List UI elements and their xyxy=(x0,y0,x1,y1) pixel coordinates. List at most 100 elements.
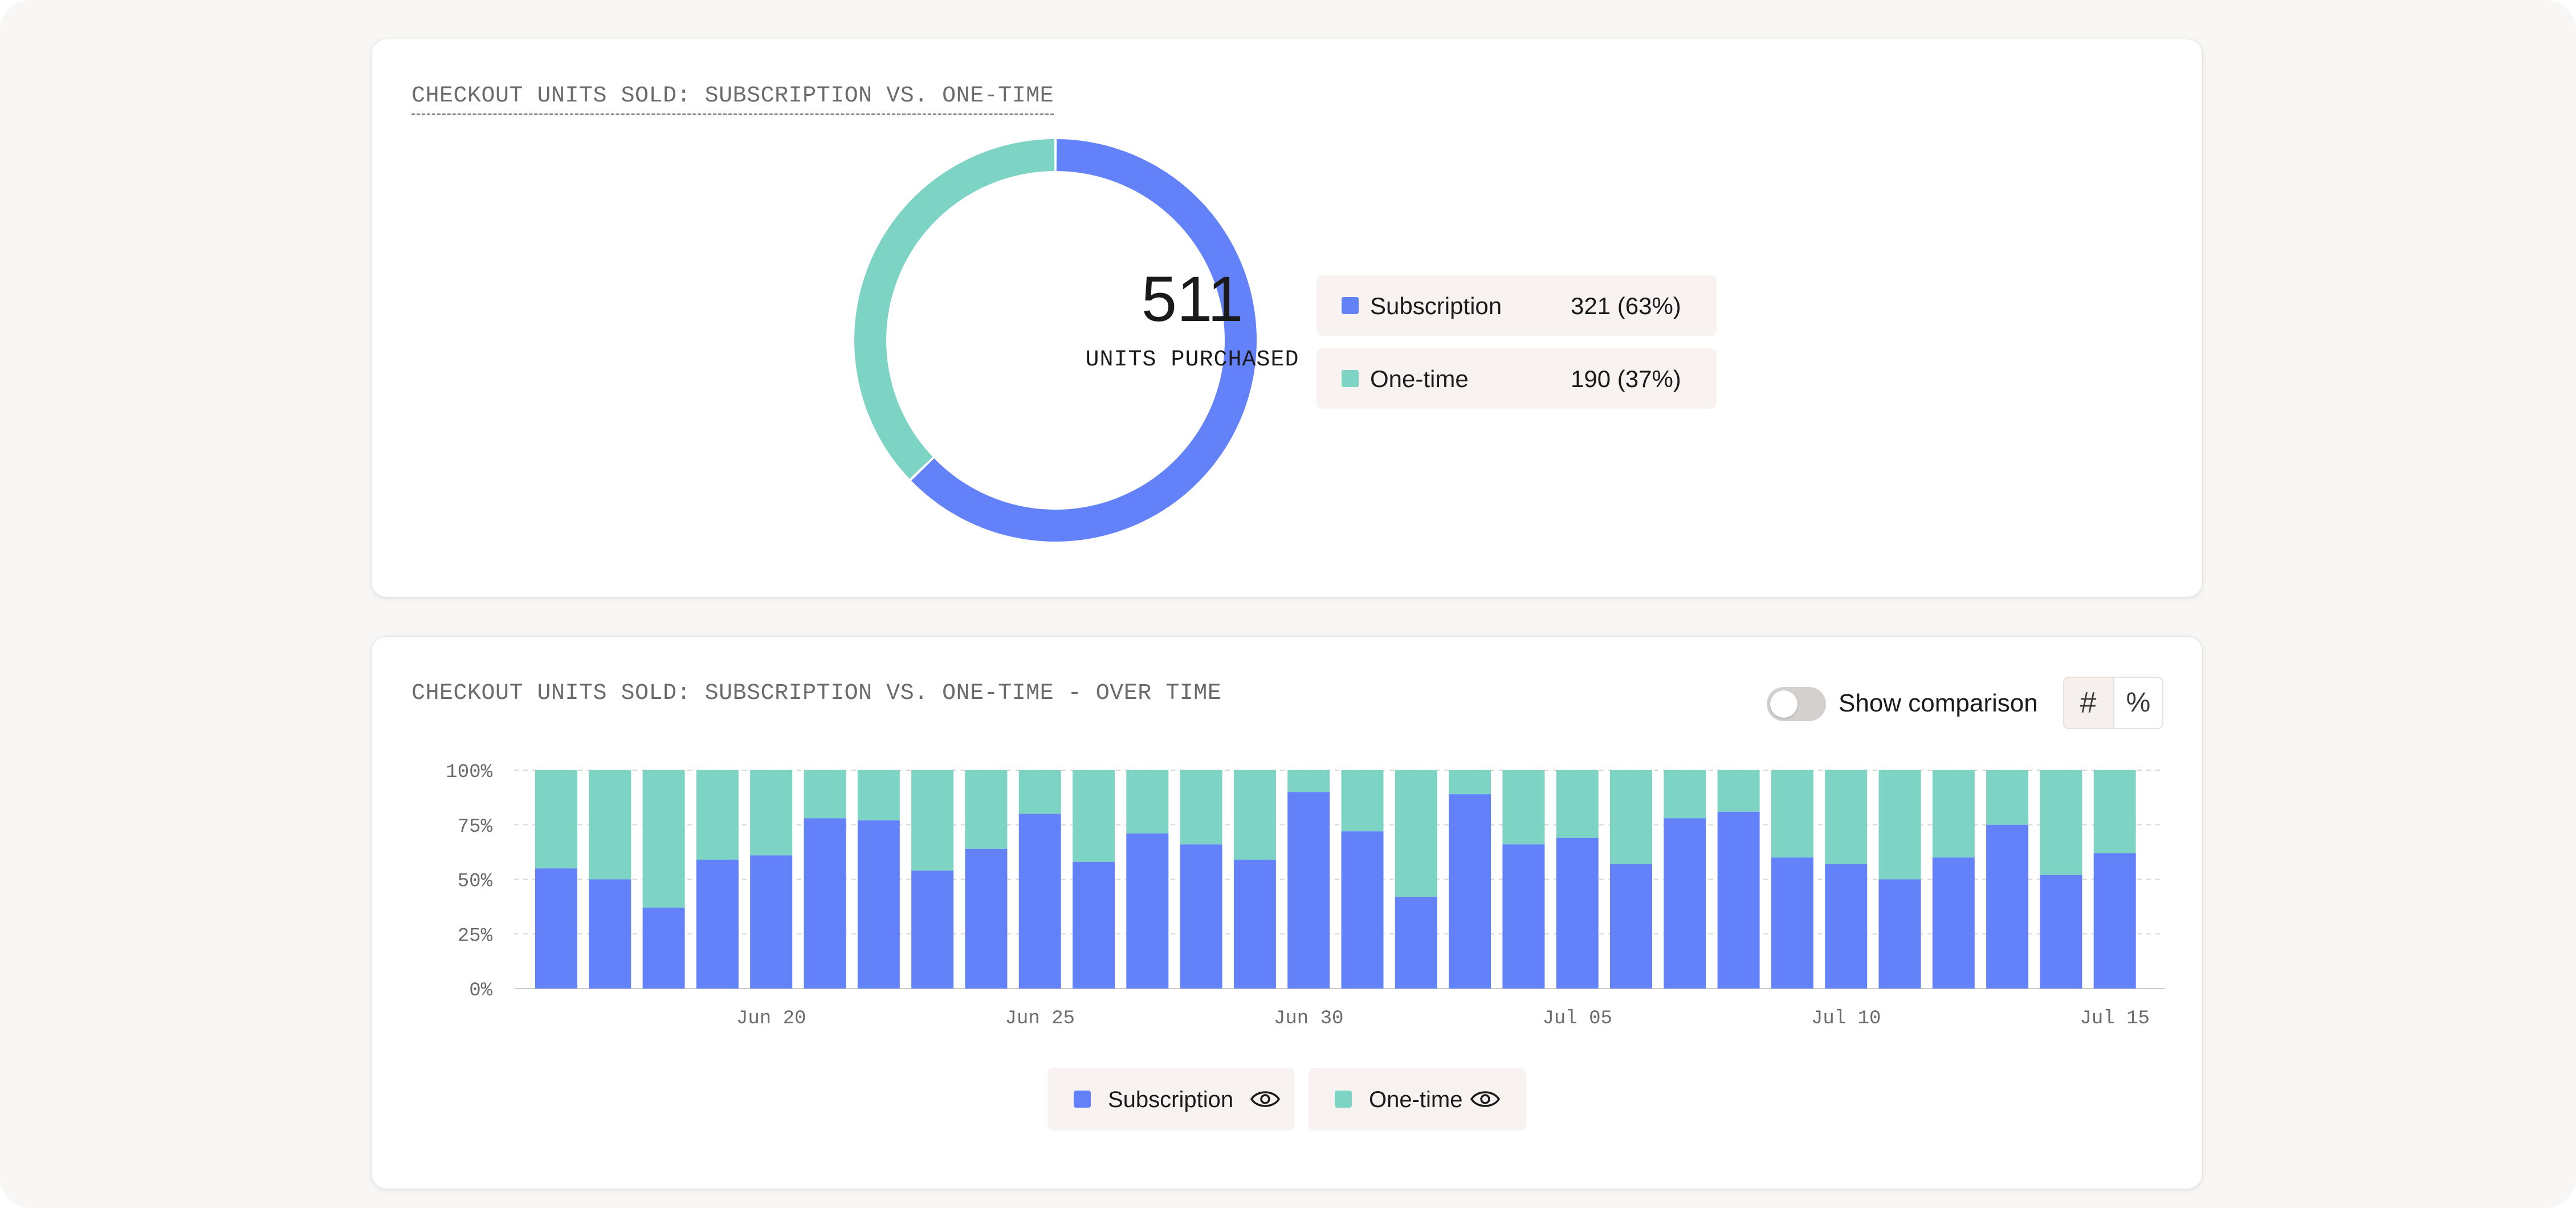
eye-icon[interactable] xyxy=(1469,1085,1501,1113)
bar-subscription[interactable] xyxy=(1664,818,1706,989)
x-tick-label: Jul 15 xyxy=(2080,1008,2149,1030)
bar-one-time[interactable] xyxy=(1073,770,1115,862)
bar-one-time[interactable] xyxy=(1878,770,1921,880)
bar-subscription[interactable] xyxy=(1825,864,1868,989)
show-comparison-label[interactable]: Show comparison xyxy=(1839,689,2038,717)
bar-subscription[interactable] xyxy=(965,848,1008,989)
bar-one-time[interactable] xyxy=(2093,770,2136,853)
bar-one-time[interactable] xyxy=(750,770,793,856)
bar-subscription[interactable] xyxy=(1180,844,1222,989)
bar-subscription[interactable] xyxy=(1610,864,1652,989)
bar-one-time[interactable] xyxy=(1664,770,1706,819)
bar-subscription[interactable] xyxy=(1878,879,1921,989)
y-tick-label: 0% xyxy=(469,980,492,1002)
eye-icon[interactable] xyxy=(1249,1085,1281,1113)
bar-subscription[interactable] xyxy=(2093,853,2136,989)
bar-one-time[interactable] xyxy=(965,770,1008,849)
x-tick-label: Jul 10 xyxy=(1811,1008,1881,1030)
bar-one-time[interactable] xyxy=(804,770,846,819)
bar-one-time[interactable] xyxy=(642,770,685,908)
x-tick-label: Jul 05 xyxy=(1542,1008,1612,1030)
bar-one-time[interactable] xyxy=(1986,770,2029,825)
one-time-swatch xyxy=(1335,1091,1352,1108)
bar-one-time[interactable] xyxy=(535,770,577,869)
bar-subscription[interactable] xyxy=(535,868,577,989)
bar-subscription[interactable] xyxy=(1073,861,1115,989)
bar-one-time[interactable] xyxy=(911,770,954,871)
bar-one-time[interactable] xyxy=(1717,770,1760,812)
bar-one-time[interactable] xyxy=(1341,770,1384,832)
card-title[interactable]: CHECKOUT UNITS SOLD: SUBSCRIPTION VS. ON… xyxy=(411,85,1054,115)
percent-mode-button[interactable]: % xyxy=(2113,678,2162,728)
card-title: CHECKOUT UNITS SOLD: SUBSCRIPTION VS. ON… xyxy=(411,681,1222,706)
bar-one-time[interactable] xyxy=(1771,770,1813,858)
bar-one-time[interactable] xyxy=(696,770,739,860)
legend-item-subscription[interactable]: Subscription 321 (63%) xyxy=(1316,275,1717,336)
bar-one-time[interactable] xyxy=(2040,770,2082,875)
bar-one-time[interactable] xyxy=(1287,770,1330,792)
bar-subscription[interactable] xyxy=(911,871,954,989)
bar-subscription[interactable] xyxy=(750,855,793,989)
bar-subscription[interactable] xyxy=(642,908,685,989)
bar-one-time[interactable] xyxy=(1126,770,1169,834)
legend-label: Subscription xyxy=(1108,1087,1234,1112)
x-tick-label: Jun 30 xyxy=(1274,1008,1343,1030)
bar-one-time[interactable] xyxy=(1233,770,1276,860)
bar-subscription[interactable] xyxy=(1449,794,1491,989)
toggle-knob xyxy=(1770,690,1798,718)
bar-one-time[interactable] xyxy=(1395,770,1437,897)
legend-item-subscription[interactable]: Subscription xyxy=(1047,1068,1295,1130)
bar-subscription[interactable] xyxy=(1341,831,1384,989)
y-tick-label: 75% xyxy=(458,816,493,838)
subscription-swatch xyxy=(1342,297,1359,314)
y-tick-label: 100% xyxy=(446,762,492,783)
bar-one-time[interactable] xyxy=(857,770,900,821)
units-over-time-card: CHECKOUT UNITS SOLD: SUBSCRIPTION VS. ON… xyxy=(372,637,2202,1189)
bar-subscription[interactable] xyxy=(1126,833,1169,989)
bar-subscription[interactable] xyxy=(1556,837,1599,989)
units-breakdown-card: CHECKOUT UNITS SOLD: SUBSCRIPTION VS. ON… xyxy=(372,39,2202,597)
bar-subscription[interactable] xyxy=(1771,857,1813,989)
bar-subscription[interactable] xyxy=(1233,860,1276,989)
donut-chart xyxy=(854,139,1257,542)
donut-slice-subscription[interactable] xyxy=(911,139,1257,542)
bar-subscription[interactable] xyxy=(2040,875,2082,989)
bar-subscription[interactable] xyxy=(1018,814,1061,989)
bar-one-time[interactable] xyxy=(1180,770,1222,845)
show-comparison-toggle[interactable] xyxy=(1767,687,1826,721)
bar-one-time[interactable] xyxy=(1932,770,1975,858)
display-mode-switch: # % xyxy=(2063,677,2163,729)
legend-value: 190 (37%) xyxy=(1571,365,1681,392)
bar-one-time[interactable] xyxy=(1502,770,1545,845)
bar-one-time[interactable] xyxy=(1556,770,1599,838)
legend-item-one-time[interactable]: One-time xyxy=(1309,1068,1526,1130)
count-mode-button[interactable]: # xyxy=(2080,686,2097,719)
stacked-bar-chart: 0% 25% 50% 75% 100% Jun 20 Jun 25 Jun 30 Jul 05 J… xyxy=(446,762,2165,1030)
bar-subscription[interactable] xyxy=(857,820,900,989)
bar-one-time[interactable] xyxy=(1449,770,1491,795)
legend-item-one-time[interactable]: One-time 190 (37%) xyxy=(1316,348,1717,409)
legend-label: One-time xyxy=(1369,1087,1463,1112)
bar-subscription[interactable] xyxy=(804,818,846,989)
legend-label: One-time xyxy=(1370,365,1469,392)
y-tick-label: 25% xyxy=(458,925,493,947)
donut-total-value: 511 xyxy=(1141,263,1244,335)
x-tick-label: Jun 20 xyxy=(736,1008,806,1030)
bar-subscription[interactable] xyxy=(1395,897,1437,989)
bar-subscription[interactable] xyxy=(589,879,631,989)
bar-subscription[interactable] xyxy=(1717,811,1760,989)
bar-subscription[interactable] xyxy=(1502,844,1545,989)
bar-one-time[interactable] xyxy=(1825,770,1868,864)
donut-total-label: UNITS PURCHASED xyxy=(1085,347,1299,373)
bar-subscription[interactable] xyxy=(1986,824,2029,989)
donut-slice-one-time[interactable] xyxy=(854,139,1055,479)
bar-one-time[interactable] xyxy=(1610,770,1652,864)
bar-subscription[interactable] xyxy=(696,860,739,989)
legend-label: Subscription xyxy=(1370,292,1502,319)
bar-one-time[interactable] xyxy=(1018,770,1061,814)
one-time-swatch xyxy=(1342,370,1359,387)
bar-one-time[interactable] xyxy=(589,770,631,880)
bar-subscription[interactable] xyxy=(1932,857,1975,989)
bar-subscription[interactable] xyxy=(1287,792,1330,989)
